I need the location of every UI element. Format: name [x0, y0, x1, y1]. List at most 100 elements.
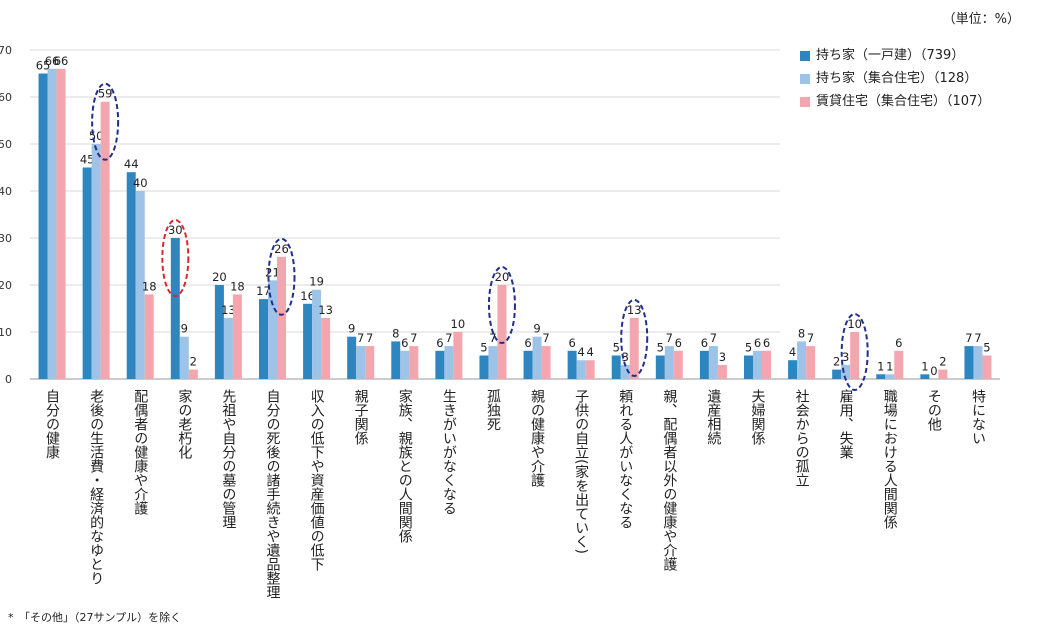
bar — [938, 369, 948, 379]
category-label: 夫婦関係 — [750, 389, 766, 446]
y-tick-label: 10 — [0, 326, 12, 339]
bar-value-label: 10 — [847, 317, 862, 331]
bar — [47, 68, 57, 380]
bar-value-label: 20 — [495, 270, 510, 284]
bar — [920, 374, 930, 379]
bar — [268, 280, 277, 379]
category-label: 遺産相続 — [705, 389, 721, 446]
bar — [885, 374, 895, 379]
bar — [753, 350, 762, 379]
bar-value-label: 4 — [586, 345, 593, 359]
bar — [532, 336, 542, 379]
bar-value-label: 13 — [221, 303, 236, 317]
bar — [576, 360, 586, 379]
category-label: 配偶者の健康や介護 — [132, 389, 148, 515]
bar — [620, 364, 630, 379]
footnote: * 「その他」（27サンプル）を除く — [8, 611, 182, 624]
legend-item: 賃貸住宅（集合住宅）（107） — [800, 90, 990, 113]
bar — [964, 346, 974, 379]
bar — [188, 369, 198, 379]
bar-value-label: 6 — [675, 336, 682, 350]
bar — [391, 341, 401, 379]
bar — [797, 341, 807, 379]
category-label: 生きがいがなくなる — [441, 389, 457, 515]
bar — [585, 360, 595, 379]
legend-label: 持ち家（集合住宅）（128） — [816, 71, 978, 86]
category-label: 親子関係 — [353, 389, 369, 446]
bar-value-label: 7 — [445, 331, 452, 345]
bar-value-label: 13 — [318, 303, 333, 317]
bar-value-label: 6 — [895, 336, 902, 350]
bar-value-label: 66 — [45, 54, 60, 68]
bar-value-label: 66 — [54, 54, 69, 68]
bar-value-label: 7 — [666, 331, 673, 345]
category-label: 家族、親族との人間関係 — [397, 388, 413, 544]
bar — [655, 355, 665, 379]
bar — [567, 350, 577, 379]
bar-value-label: 2 — [833, 355, 840, 369]
bar — [82, 167, 92, 379]
bar — [744, 355, 753, 379]
category-label: 職場における人間関係 — [882, 389, 898, 530]
bar-value-label: 3 — [719, 350, 726, 364]
bar — [259, 299, 268, 379]
category-label: 親、配偶者以外の健康や介護 — [661, 389, 677, 571]
bar — [56, 68, 66, 380]
y-tick-label: 60 — [0, 91, 12, 104]
category-label: 収入の低下や資産価値の低下 — [309, 389, 325, 571]
bar — [444, 346, 454, 379]
bar-value-label: 9 — [533, 322, 540, 336]
bar-value-label: 1 — [886, 359, 893, 373]
category-label: 老後の生活費・経済的なゆとり — [88, 389, 104, 585]
bar-value-label: 20 — [212, 270, 227, 284]
bar-value-label: 7 — [965, 331, 972, 345]
bar-value-label: 8 — [798, 326, 805, 340]
bar — [321, 317, 331, 379]
bar-value-label: 26 — [274, 242, 289, 256]
bar-value-label: 2 — [939, 355, 946, 369]
bar — [356, 346, 366, 379]
bar — [717, 364, 727, 379]
bar — [762, 350, 771, 379]
bar — [832, 369, 842, 379]
bar-value-label: 40 — [133, 176, 148, 190]
legend-item: 持ち家（一戸建）（739） — [800, 44, 990, 67]
bar — [365, 346, 375, 379]
bar — [708, 346, 718, 379]
bar — [312, 289, 322, 379]
bar-value-label: 59 — [98, 87, 113, 101]
bar — [488, 346, 498, 379]
legend-swatch — [800, 50, 810, 61]
category-label: 頼れる人がいなくなる — [617, 389, 633, 529]
bar — [788, 360, 798, 379]
highlight-ellipse — [161, 219, 190, 297]
bar — [179, 336, 189, 379]
bar — [523, 350, 533, 379]
bar-value-label: 8 — [392, 326, 399, 340]
bar-value-label: 65 — [36, 59, 51, 73]
y-tick-label: 50 — [0, 138, 12, 151]
bar — [303, 303, 313, 379]
bar — [347, 336, 357, 379]
legend-swatch — [800, 96, 810, 107]
category-label: 自分の健康 — [44, 389, 60, 459]
bar — [144, 294, 154, 379]
bar — [841, 364, 851, 379]
bar-value-label: 6 — [436, 336, 443, 350]
bar-value-label: 5 — [657, 341, 664, 355]
bar-value-label: 4 — [577, 345, 584, 359]
bar — [611, 355, 621, 379]
bar — [541, 346, 551, 379]
bar-value-label: 9 — [348, 322, 355, 336]
bar-value-label: 4 — [789, 345, 796, 359]
bar-value-label: 2 — [190, 355, 197, 369]
bar-value-label: 7 — [807, 331, 814, 345]
bar — [232, 294, 242, 379]
bar-value-label: 7 — [974, 331, 981, 345]
bar-value-label: 17 — [256, 284, 271, 298]
category-label: その他 — [926, 389, 942, 432]
legend-swatch — [800, 73, 810, 84]
bar-value-label: 7 — [357, 331, 364, 345]
bar — [982, 355, 992, 379]
